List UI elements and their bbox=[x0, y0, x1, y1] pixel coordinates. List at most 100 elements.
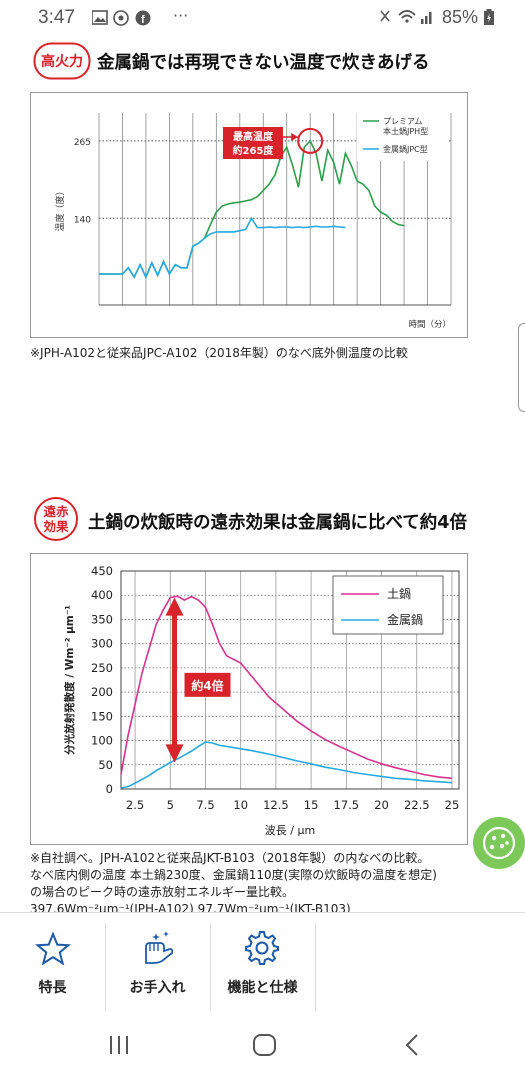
temperature-chart-panel: 140 265 温度（度） 時間（分） プレミアム 本土鍋JPH型 金属鍋JPC型 最高温度約… bbox=[30, 92, 468, 338]
x-tick-label: 5 bbox=[167, 798, 174, 812]
y-tick-label: 0 bbox=[106, 782, 113, 796]
x-tick-label: 7.5 bbox=[196, 798, 214, 812]
section2-title: 土鍋の炊飯時の遠赤効果は金属鍋に比べて約4倍 bbox=[88, 513, 467, 533]
status-bar: 3:47 f ··· 85% bbox=[0, 0, 525, 36]
y-axis-label: 分光放射発散度 / Wm⁻² μm⁻¹ bbox=[63, 605, 76, 755]
annotation-box bbox=[184, 672, 231, 697]
svg-text:f: f bbox=[141, 14, 145, 26]
status-right: 85% bbox=[379, 7, 495, 28]
y-tick-label: 265 bbox=[74, 138, 91, 148]
legend-label: 金属鍋 bbox=[387, 612, 423, 627]
nav-divider bbox=[105, 923, 106, 1011]
status-time: 3:47 bbox=[38, 7, 75, 28]
series-line bbox=[99, 216, 346, 280]
legend-box bbox=[357, 111, 449, 161]
section2-footnote: ※自社調べ。JPH-A102と従来品JKT-B103（2018年製）の内なべの比… bbox=[30, 850, 437, 912]
cell-signal-icon bbox=[420, 19, 424, 24]
x-tick-label: 22.5 bbox=[404, 798, 430, 812]
section1-header: 高火力 金属鍋では再現できない温度で炊きあげる bbox=[33, 42, 513, 82]
annotation-arrowhead bbox=[291, 133, 299, 141]
floating-assistant-button[interactable] bbox=[473, 817, 525, 869]
section1-footnote: ※JPH-A102と従来品JPC-A102（2018年製）のなべ底外側温度の比較 bbox=[30, 346, 408, 360]
notification-icons: f bbox=[92, 10, 151, 26]
home-icon[interactable] bbox=[250, 1030, 280, 1060]
x-axis-label: 波長 / μm bbox=[265, 824, 315, 837]
back-icon[interactable] bbox=[398, 1030, 428, 1060]
y-tick-label: 350 bbox=[91, 612, 113, 626]
far-infrared-chart-panel: 0 50 100 150 200 250 300 350 400 450 2.5 5 7.5 10 12.5… bbox=[30, 553, 468, 845]
series-line bbox=[120, 595, 453, 780]
cookie-icon bbox=[482, 826, 516, 860]
gear-icon bbox=[245, 931, 279, 965]
plot-frame bbox=[120, 570, 460, 790]
legend-label: 土鍋 bbox=[387, 586, 411, 601]
x-tick-label: 12.5 bbox=[263, 798, 289, 812]
more-indicator: ··· bbox=[173, 6, 189, 25]
ratio-arrow-head bbox=[165, 744, 184, 763]
peak-circle bbox=[297, 127, 324, 154]
ratio-arrow-head bbox=[165, 597, 184, 616]
annotation-text: 約265度 bbox=[233, 144, 275, 157]
mute-icon bbox=[380, 10, 390, 22]
series-line bbox=[99, 139, 405, 280]
high-power-badge: 高火力 bbox=[33, 42, 91, 80]
y-tick-label: 200 bbox=[91, 685, 113, 699]
section2-header: 遠赤 効果 土鍋の炊飯時の遠赤効果は金属鍋に比べて約4倍 bbox=[33, 496, 513, 541]
y-tick-label: 400 bbox=[91, 588, 113, 602]
footnote-line: の場合のピーク時の遠赤放射エネルギー量比較。 bbox=[30, 885, 295, 899]
badge-text: 高火力 bbox=[41, 53, 83, 70]
annotation-text: 約4倍 bbox=[191, 678, 223, 693]
x-tick-label: 2.5 bbox=[126, 798, 144, 812]
nav-label: お手入れ bbox=[129, 980, 186, 996]
system-navigation-bar bbox=[0, 1020, 525, 1080]
footnote-line: なべ底内側の温度 本土鍋230度、金属鍋110度(実際の炊飯時の温度を想定) bbox=[30, 868, 437, 882]
x-tick-label: 15 bbox=[304, 798, 319, 812]
y-tick-label: 50 bbox=[98, 758, 113, 772]
scroll-handle[interactable] bbox=[518, 323, 525, 412]
y-tick-label: 450 bbox=[91, 564, 113, 578]
x-tick-label: 17.5 bbox=[334, 798, 360, 812]
y-axis-label: 温度（度） bbox=[54, 186, 66, 231]
battery-icon bbox=[484, 9, 494, 25]
signal-icons bbox=[380, 10, 432, 24]
y-tick-label: 250 bbox=[91, 661, 113, 675]
legend-label: 金属鍋JPC型 bbox=[383, 144, 428, 154]
nav-divider bbox=[210, 923, 211, 1011]
facebook-icon bbox=[135, 10, 151, 26]
nav-divider bbox=[315, 923, 316, 1011]
footnote-line: 397.6Wm⁻²μm⁻¹(JPH-A102) 97.7Wm⁻²μm⁻¹(JKT… bbox=[30, 902, 351, 912]
section1-title: 金属鍋では再現できない温度で炊きあげる bbox=[97, 53, 430, 73]
x-tick-label: 20 bbox=[374, 798, 389, 812]
far-infrared-chart: 0 50 100 150 200 250 300 350 400 450 2.5 5 7.5 10 12.5… bbox=[63, 564, 460, 837]
legend-label: 本土鍋JPH型 bbox=[383, 126, 428, 136]
y-tick-label: 150 bbox=[91, 709, 113, 723]
footnote-line: ※自社調べ。JPH-A102と従来品JKT-B103（2018年製）の内なべの比… bbox=[30, 851, 430, 865]
star-icon bbox=[35, 931, 71, 966]
y-tick-label: 300 bbox=[91, 637, 113, 651]
legend-box bbox=[332, 575, 444, 635]
badge-line1: 遠赤 bbox=[43, 504, 69, 519]
legend-label: プレミアム bbox=[383, 117, 422, 126]
far-infrared-badge: 遠赤 効果 bbox=[34, 497, 78, 541]
badge-line2: 効果 bbox=[43, 519, 69, 534]
battery-percent: 85% bbox=[441, 7, 478, 27]
nav-label: 特長 bbox=[38, 980, 67, 996]
gallery-icon bbox=[92, 10, 108, 25]
cleaning-hand-icon bbox=[145, 931, 174, 964]
series-line bbox=[120, 741, 453, 789]
x-tick-label: 25 bbox=[445, 798, 460, 812]
y-tick-label: 100 bbox=[91, 734, 113, 748]
sync-icon bbox=[113, 10, 129, 26]
recent-apps-icon[interactable] bbox=[105, 1030, 135, 1060]
x-axis-label: 時間（分） bbox=[408, 319, 451, 330]
y-tick-label: 140 bbox=[74, 215, 91, 225]
nav-item-care[interactable]: お手入れ bbox=[106, 913, 209, 1013]
nav-label: 機能と仕様 bbox=[227, 980, 298, 996]
nav-item-features[interactable]: 特長 bbox=[0, 913, 105, 1013]
wifi-icon bbox=[398, 10, 416, 19]
nav-item-specs[interactable]: 機能と仕様 bbox=[211, 913, 314, 1013]
annotation-text: 最高温度 bbox=[233, 130, 274, 143]
x-tick-label: 10 bbox=[233, 798, 248, 812]
bottom-navigation: 特長 お手入れ 機能と仕様 bbox=[0, 912, 525, 1021]
